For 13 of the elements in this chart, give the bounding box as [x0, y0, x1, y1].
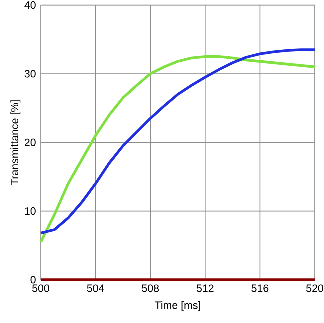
x-tick-label: 508 [142, 284, 160, 292]
y-axis-title: Transmittance [%] [10, 100, 21, 186]
y-tick-label: 0 [30, 276, 36, 284]
x-tick-label: 512 [196, 284, 214, 292]
x-tick-label: 504 [87, 284, 104, 292]
y-tick-label: 20 [24, 138, 36, 146]
x-tick-label: 516 [252, 284, 269, 292]
x-tick-label: 520 [306, 284, 324, 292]
y-tick-label: 40 [24, 2, 36, 10]
x-tick-label: 500 [32, 284, 50, 292]
y-tick-label: 30 [24, 70, 36, 78]
y-tick-label: 10 [25, 208, 36, 216]
x-axis-title: Time [ms] [155, 301, 200, 312]
